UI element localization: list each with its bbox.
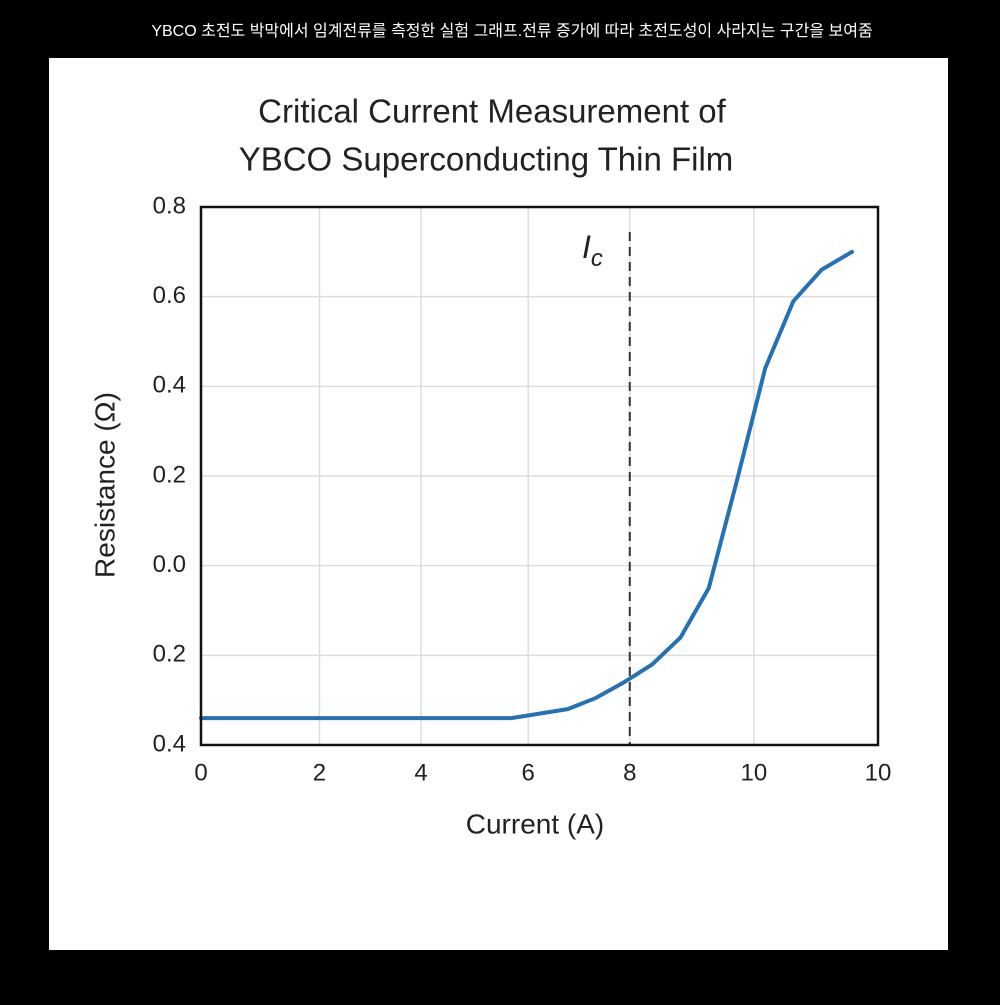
plot: 0.4 0.2 0.0 0.2 0.4 0.6 0.8 0 2 4 6 8 10 10 Ic	[153, 192, 892, 786]
x-tick-label: 10	[741, 759, 768, 786]
chart-title: YBCO Superconducting Thin Film	[239, 141, 734, 178]
y-tick-label: 0.4	[153, 730, 186, 757]
y-tick-label: 0.8	[153, 192, 186, 219]
x-tick-label: 8	[623, 759, 636, 786]
y-tick-label: 0.2	[153, 461, 186, 488]
x-tick-label: 0	[194, 759, 207, 786]
x-axis-label: Current (A)	[466, 808, 604, 839]
caption: YBCO 초전도 박막에서 임계전류를 측정한 실험 그래프.전류 증가에 따라…	[151, 22, 872, 40]
y-tick-label: 0.0	[153, 551, 186, 578]
x-tick-label: 6	[522, 759, 535, 786]
annotation-text: I	[582, 229, 591, 265]
y-tick-label: 0.6	[153, 282, 186, 309]
y-tick-label: 0.4	[153, 372, 186, 399]
chart-title: Critical Current Measurement of	[258, 93, 726, 130]
data-line	[199, 249, 855, 721]
x-tick-label: 2	[313, 759, 326, 786]
y-tick-label: 0.2	[153, 641, 186, 668]
plot-frame	[199, 205, 880, 747]
x-tick-label: 4	[414, 759, 427, 786]
critical-current-label: Ic	[582, 229, 603, 272]
annotation-subscript: c	[591, 245, 603, 272]
y-axis-label: Resistance (Ω)	[89, 392, 120, 578]
x-tick-label: 10	[865, 759, 892, 786]
